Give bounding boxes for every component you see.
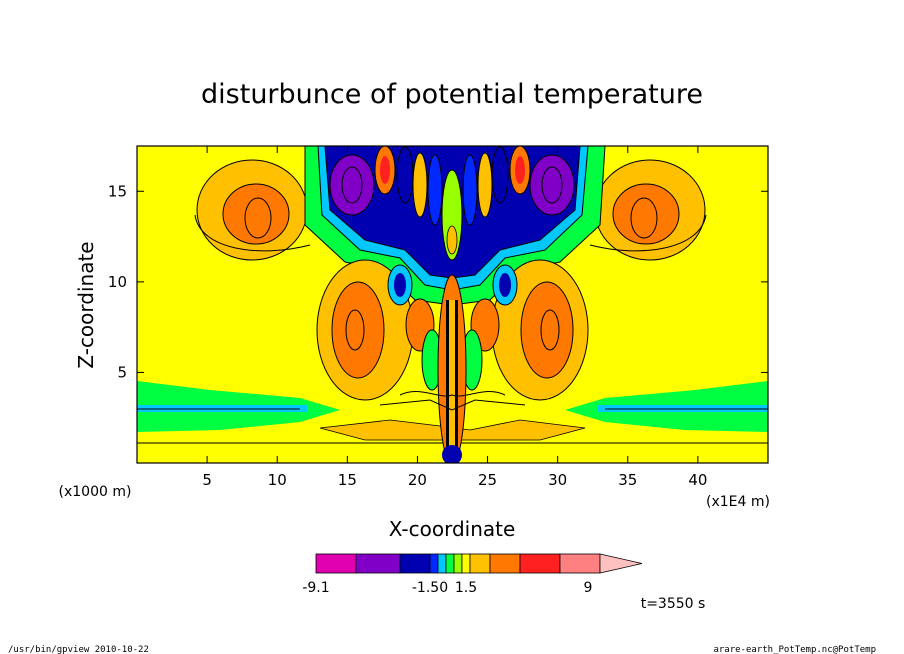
y-axis: 5 10 15 xyxy=(108,182,768,381)
x-tick-label: 30 xyxy=(548,471,567,489)
x-tick-label: 40 xyxy=(688,471,707,489)
x-unit-label: (x1E4 m) xyxy=(706,494,770,510)
colorbar-segment xyxy=(437,553,447,574)
x-tick-label: 35 xyxy=(618,471,637,489)
x-tick-label: 25 xyxy=(478,471,497,489)
chart-title: disturbunce of potential temperature xyxy=(201,79,703,110)
colorbar-segment xyxy=(315,553,357,574)
colorbar: -9.1 -1.50 1.5 9 xyxy=(302,553,643,596)
y-tick-label: 15 xyxy=(108,182,127,200)
x-tick-label: 15 xyxy=(338,471,357,489)
colorbar-segment xyxy=(559,553,601,574)
footer-right: arare-earth_PotTemp.nc@PotTemp xyxy=(713,645,876,654)
time-label: t=3550 s xyxy=(641,596,706,612)
x-tick-label: 10 xyxy=(268,471,287,489)
colorbar-segment xyxy=(399,553,431,574)
colorbar-segment xyxy=(453,553,463,574)
colorbar-label: 1.5 xyxy=(455,580,477,596)
colorbar-segment xyxy=(519,553,561,574)
x-tick-label: 5 xyxy=(202,471,212,489)
colorbar-arrow xyxy=(599,553,643,574)
x-axis-label: X-coordinate xyxy=(389,517,516,541)
colorbar-label: -1.50 xyxy=(412,580,448,596)
contour-field xyxy=(137,146,768,463)
colorbar-label: -9.1 xyxy=(302,580,329,596)
colorbar-label: 9 xyxy=(584,580,593,596)
y-unit-label: (x1000 m) xyxy=(59,484,132,500)
plot-frame xyxy=(136,145,769,464)
x-axis: 5 10 15 20 25 30 35 40 xyxy=(202,146,707,489)
x-tick-label: 20 xyxy=(408,471,427,489)
colorbar-segment xyxy=(445,553,455,574)
colorbar-segment xyxy=(355,553,401,574)
colorbar-segment xyxy=(461,553,471,574)
colorbar-segment xyxy=(489,553,521,574)
colorbar-segment xyxy=(469,553,491,574)
y-tick-label: 5 xyxy=(117,363,127,381)
y-tick-label: 10 xyxy=(108,273,127,291)
footer-left: /usr/bin/gpview 2010-10-22 xyxy=(8,645,149,654)
colorbar-segment xyxy=(429,553,439,574)
y-axis-label: Z-coordinate xyxy=(74,241,98,368)
